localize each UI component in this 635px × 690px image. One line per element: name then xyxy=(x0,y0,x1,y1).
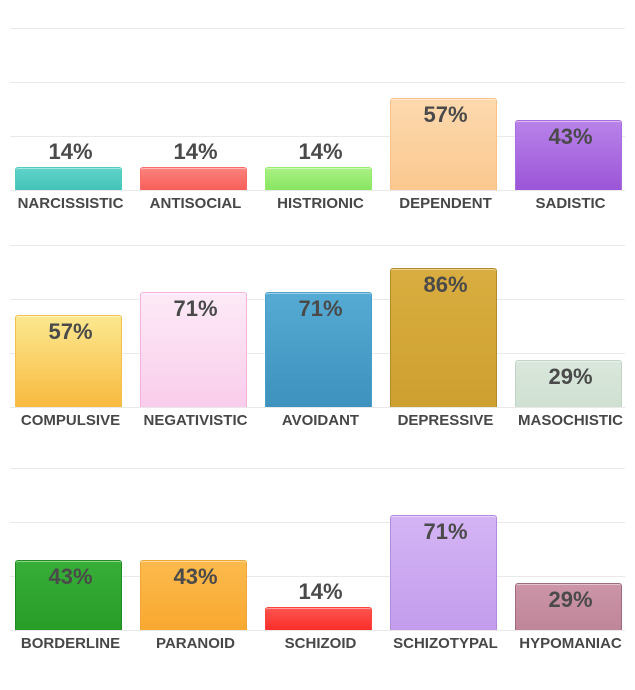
bar-value-label: 43% xyxy=(548,124,593,149)
gridline xyxy=(10,136,625,137)
bar-value-label: 71% xyxy=(423,519,468,544)
bar-value-label: 71% xyxy=(298,296,343,321)
bar-column-antisocial: 14% ANTISOCIAL xyxy=(133,28,258,212)
bar-category-label: BORDERLINE xyxy=(20,635,121,652)
gridline xyxy=(10,28,625,29)
bar-schizotypal xyxy=(390,515,497,630)
bar-category-label: PARANOID xyxy=(156,635,235,652)
gridline xyxy=(10,245,625,246)
bar-column-avoidant: 71% AVOIDANT xyxy=(258,245,383,429)
bar-antisocial xyxy=(140,167,247,190)
bar-column-negativistic: 71% NEGATIVISTIC xyxy=(133,245,258,429)
baseline-gridline xyxy=(10,630,625,631)
baseline-gridline xyxy=(10,190,625,191)
bar-value-label: 29% xyxy=(548,587,593,612)
bar-value-label: 57% xyxy=(423,102,468,127)
bar-paranoid xyxy=(140,560,247,630)
bar-schizoid xyxy=(265,607,372,630)
bar-value-label: 14% xyxy=(298,139,343,164)
gridline xyxy=(10,576,625,577)
bar-category-label: COMPULSIVE xyxy=(20,412,121,429)
bar-column-depressive: 86% DEPRESSIVE xyxy=(383,245,508,429)
bar-value-label: 71% xyxy=(173,296,218,321)
bar-category-label: SCHIZOID xyxy=(284,635,357,652)
bar-sadistic xyxy=(515,120,622,190)
chart-row-3: 43% BORDERLINE 43% PARANOID 14% SCHIZOID 71% SC… xyxy=(0,468,635,660)
gridline xyxy=(10,468,625,469)
gridline xyxy=(10,522,625,523)
gridline xyxy=(10,82,625,83)
bar-category-label: HYPOMANIAC xyxy=(519,635,622,652)
chart-row-1: 14% NARCISSISTIC 14% ANTISOCIAL 14% HISTRIONI… xyxy=(0,28,635,220)
bar-negativistic xyxy=(140,292,247,407)
bar-category-label: SCHIZOTYPAL xyxy=(393,635,498,652)
bar-compulsive xyxy=(15,315,122,407)
chart-row-2: 57% COMPULSIVE 71% NEGATIVISTIC 71% AVOIDANT 8… xyxy=(0,245,635,437)
bar-column-sadistic: 43% SADISTIC xyxy=(508,28,633,212)
bar-category-label: DEPENDENT xyxy=(399,195,492,212)
bar-value-label: 86% xyxy=(423,272,468,297)
bar-column-compulsive: 57% COMPULSIVE xyxy=(8,245,133,429)
bar-column-masochistic: 29% MASOCHISTIC xyxy=(508,245,633,429)
bar-avoidant xyxy=(265,292,372,407)
bar-column-hypomaniac: 29% HYPOMANIAC xyxy=(508,468,633,652)
bar-hypomaniac xyxy=(515,583,622,630)
bar-category-label: MASOCHISTIC xyxy=(518,412,623,429)
bar-category-label: SADISTIC xyxy=(535,195,606,212)
bar-category-label: AVOIDANT xyxy=(281,412,360,429)
bar-column-dependent: 57% DEPENDENT xyxy=(383,28,508,212)
bar-depressive xyxy=(390,268,497,407)
bar-borderline xyxy=(15,560,122,630)
bar-category-label: HISTRIONIC xyxy=(277,195,364,212)
bar-column-schizotypal: 71% SCHIZOTYPAL xyxy=(383,468,508,652)
bar-dependent xyxy=(390,98,497,190)
bar-column-histrionic: 14% HISTRIONIC xyxy=(258,28,383,212)
bar-value-label: 43% xyxy=(173,564,218,589)
bar-value-label: 14% xyxy=(298,579,343,604)
bar-category-label: DEPRESSIVE xyxy=(397,412,494,429)
bar-value-label: 14% xyxy=(173,139,218,164)
bar-value-label: 14% xyxy=(48,139,93,164)
bar-masochistic xyxy=(515,360,622,407)
bar-category-label: NEGATIVISTIC xyxy=(143,412,248,429)
bar-histrionic xyxy=(265,167,372,190)
bar-value-label: 43% xyxy=(48,564,93,589)
bar-value-label: 57% xyxy=(48,319,93,344)
bar-column-narcissistic: 14% NARCISSISTIC xyxy=(8,28,133,212)
bar-category-label: ANTISOCIAL xyxy=(149,195,242,212)
bar-column-borderline: 43% BORDERLINE xyxy=(8,468,133,652)
bar-value-label: 29% xyxy=(548,364,593,389)
baseline-gridline xyxy=(10,407,625,408)
bar-column-schizoid: 14% SCHIZOID xyxy=(258,468,383,652)
bar-column-paranoid: 43% PARANOID xyxy=(133,468,258,652)
bar-category-label: NARCISSISTIC xyxy=(17,195,124,212)
bar-narcissistic xyxy=(15,167,122,190)
